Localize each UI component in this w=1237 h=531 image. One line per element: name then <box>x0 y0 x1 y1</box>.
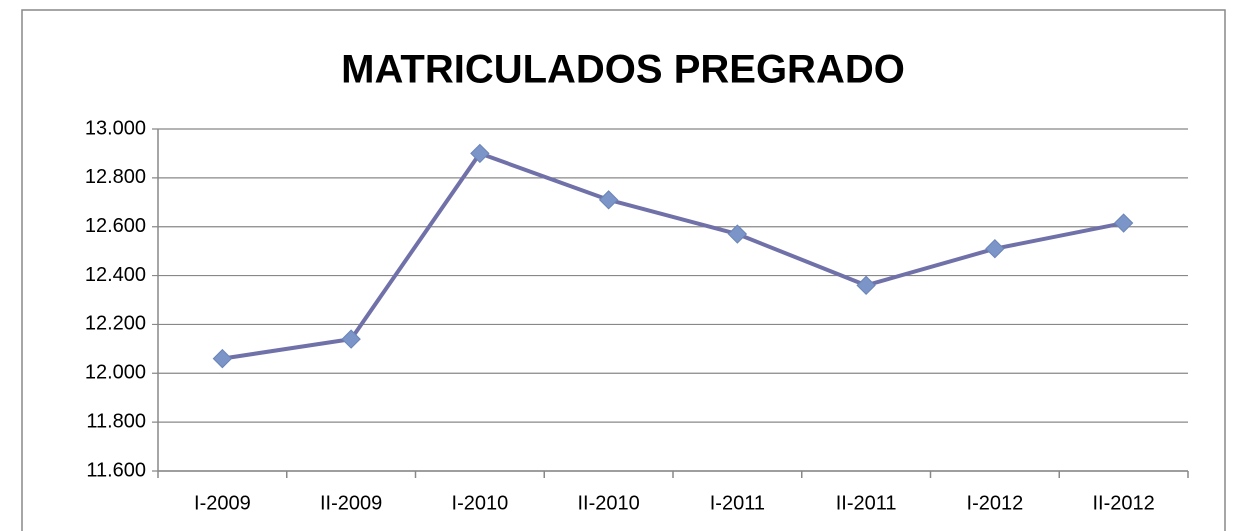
chart-border <box>21 9 1226 531</box>
marker <box>727 224 748 244</box>
x-tick-label: I-2009 <box>194 492 251 514</box>
x-tick-label: II-2009 <box>320 492 382 514</box>
y-tick-label: 13.000 <box>85 117 146 139</box>
marker <box>341 329 361 349</box>
chart-title: MATRICULADOS PREGRADO <box>341 48 905 92</box>
marker <box>985 238 1005 259</box>
marker <box>212 348 233 369</box>
y-tick-label: 12.200 <box>85 313 146 335</box>
line <box>222 151 1125 361</box>
y-tick-label: 12.800 <box>85 166 146 188</box>
x-tick-label: I-2012 <box>967 492 1024 514</box>
y-tick-label: 11.600 <box>86 459 146 481</box>
x-tick-label: II-2010 <box>577 492 639 514</box>
x-tick-label: II-2011 <box>836 492 897 514</box>
marker <box>856 275 876 296</box>
y-tick-label: 12.600 <box>85 215 146 237</box>
x-tick-label: II-2012 <box>1092 492 1154 514</box>
marker <box>1113 213 1134 233</box>
x-tick-label: I-2010 <box>452 492 509 514</box>
marker <box>470 143 490 164</box>
marker <box>598 190 619 210</box>
x-tick-label: I-2011 <box>710 492 765 514</box>
y-tick-label: 12.000 <box>85 362 146 384</box>
y-tick-label: 11.800 <box>86 410 146 432</box>
y-tick-label: 12.400 <box>85 264 146 286</box>
